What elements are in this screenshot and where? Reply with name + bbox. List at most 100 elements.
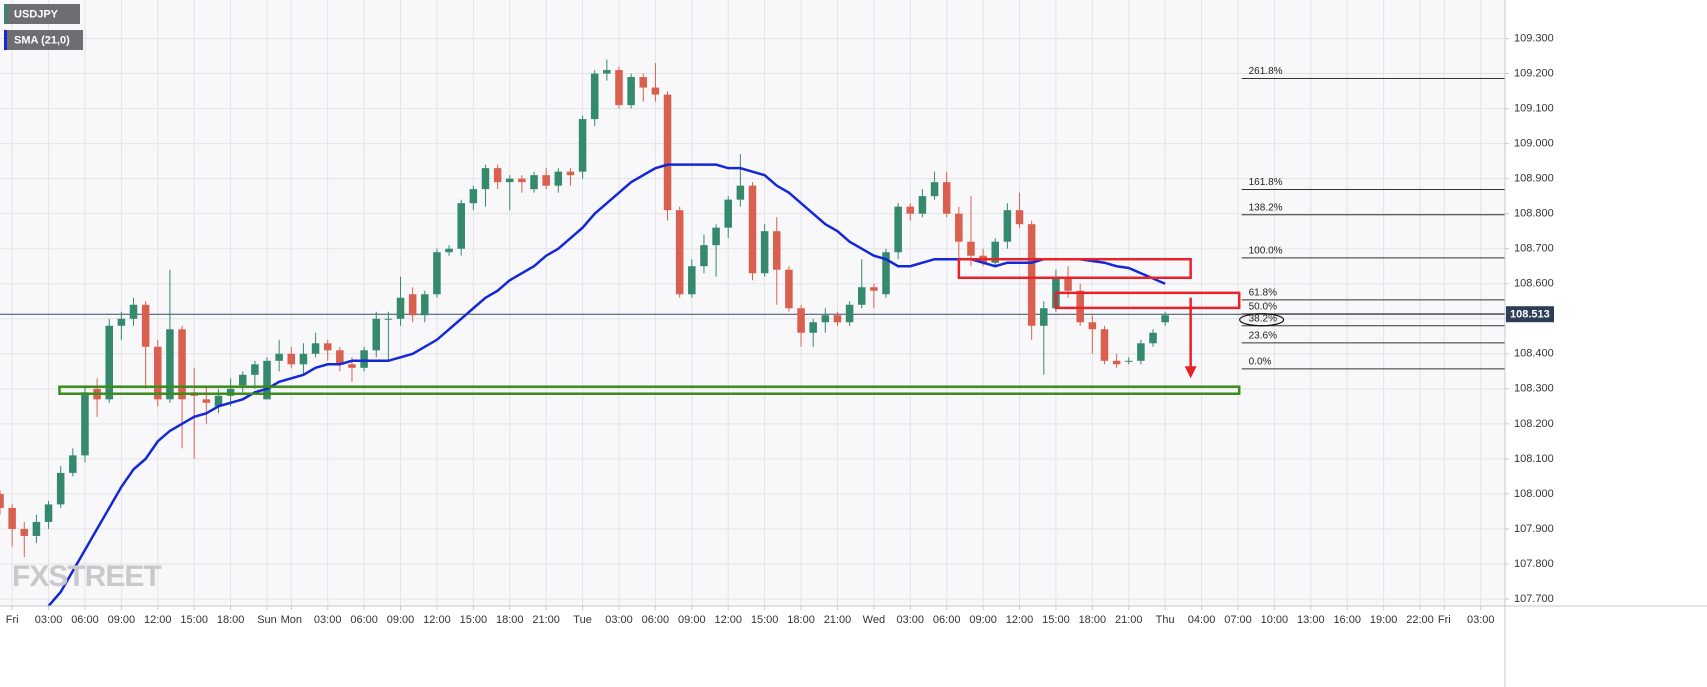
x-tick-label: 09:00 [108, 614, 136, 626]
candle-body [214, 395, 223, 407]
x-tick-label: Fri [6, 614, 19, 626]
candle-body [445, 248, 453, 253]
candle-body [639, 77, 648, 88]
candle-body [323, 343, 332, 351]
candle-body [348, 364, 356, 368]
plot-background [0, 0, 1505, 606]
x-tick-label: 15:00 [1042, 614, 1070, 626]
candle-body [566, 171, 575, 176]
candle-body [384, 318, 393, 320]
fib-label: 61.8% [1249, 287, 1277, 298]
candle-body [32, 521, 41, 536]
candle-body [154, 346, 162, 400]
x-tick-label: 06:00 [642, 614, 670, 626]
candle-body [1112, 360, 1121, 365]
candle-body [1137, 343, 1145, 361]
candle-body [700, 245, 708, 267]
fib-label: 138.2% [1249, 202, 1283, 213]
candle-body [202, 399, 211, 403]
fib-label: 50.0% [1249, 301, 1277, 312]
candle-body [433, 252, 441, 295]
candle-body [1027, 224, 1036, 326]
fib-label: 0.0% [1249, 356, 1272, 367]
fib-label: 100.0% [1249, 245, 1283, 256]
candle-body [663, 94, 672, 211]
x-tick-label: 04:00 [1188, 614, 1216, 626]
x-tick-label: 07:00 [1224, 614, 1252, 626]
fib-label: 161.8% [1249, 177, 1283, 188]
symbol-badge [4, 4, 80, 24]
candle-body [505, 178, 514, 183]
candle-body [469, 189, 478, 204]
x-tick-label: 18:00 [1079, 614, 1107, 626]
candle-body [857, 287, 866, 305]
x-tick-label: 21:00 [1115, 614, 1143, 626]
candle-body [1100, 329, 1109, 361]
candle-body [372, 318, 381, 351]
x-tick-label: 06:00 [71, 614, 99, 626]
candle-body [518, 178, 526, 183]
x-tick-label: 19:00 [1370, 614, 1398, 626]
candle-body [760, 231, 769, 274]
candle-body [178, 329, 186, 400]
fib-highlight [1239, 313, 1285, 327]
x-tick-label: 12:00 [714, 614, 742, 626]
candle-body [81, 392, 89, 456]
y-tick-label: 108.800 [1514, 208, 1554, 220]
y-tick-label: 108.900 [1514, 173, 1554, 185]
candle-body [603, 70, 611, 74]
candle-body [542, 175, 550, 186]
candle-body [967, 241, 975, 256]
x-tick-label: Tue [573, 614, 592, 626]
candle-body [408, 294, 417, 316]
x-tick-label: 12:00 [423, 614, 451, 626]
x-tick-label: Sun [257, 614, 277, 626]
x-tick-label: Thu [1156, 614, 1175, 626]
candle-body [0, 493, 4, 508]
x-tick-label: 12:00 [144, 614, 172, 626]
arrow-head [1184, 366, 1197, 379]
x-tick-label: 09:00 [387, 614, 415, 626]
current-price-label: 108.513 [1510, 309, 1550, 321]
candle-body [894, 206, 902, 253]
x-tick-label: Wed [863, 614, 885, 626]
candle-body [991, 241, 1000, 263]
x-tick-label: 09:00 [678, 614, 706, 626]
x-tick-label: 15:00 [460, 614, 488, 626]
candle-body [1003, 210, 1012, 242]
y-tick-label: 109.200 [1514, 67, 1554, 79]
sma-line [47, 163, 1166, 606]
x-tick-label: 13:00 [1297, 614, 1325, 626]
candle-body [421, 294, 429, 316]
y-tick-label: 108.300 [1514, 383, 1554, 395]
y-tick-label: 107.800 [1514, 558, 1554, 570]
candle-body [1015, 210, 1024, 225]
x-tick-label: 03:00 [35, 614, 63, 626]
x-tick-label: 18:00 [217, 614, 245, 626]
x-tick-label: 03:00 [314, 614, 342, 626]
x-tick-label: 09:00 [969, 614, 997, 626]
candle-body [942, 182, 951, 214]
candle-body [299, 353, 308, 365]
symbol-badge-swatch [4, 4, 7, 24]
candle-body [845, 304, 854, 323]
candle-body [336, 350, 344, 365]
candle-body [724, 199, 732, 228]
candle-body [263, 360, 271, 400]
x-tick-label: 18:00 [787, 614, 815, 626]
x-tick-label: 16:00 [1333, 614, 1361, 626]
sma-label: SMA (21,0) [14, 34, 70, 46]
candle-body [1040, 308, 1048, 326]
candle-body [955, 213, 963, 242]
fib-label: 23.6% [1249, 331, 1277, 342]
x-tick-label: 03:00 [605, 614, 633, 626]
y-tick-label: 109.100 [1514, 102, 1554, 114]
x-tick-label: Fri [1438, 614, 1451, 626]
watermark: FXSTREET [12, 560, 161, 593]
candle-body [238, 374, 247, 386]
current-price-box [1506, 306, 1554, 323]
candle-body [578, 119, 587, 172]
plot: 261.8% 161.8% 138.2% 100.0% 61.8% 50.0%38.2% 2… [0, 59, 1505, 606]
candle-body [396, 297, 405, 319]
candle-body [251, 364, 259, 375]
